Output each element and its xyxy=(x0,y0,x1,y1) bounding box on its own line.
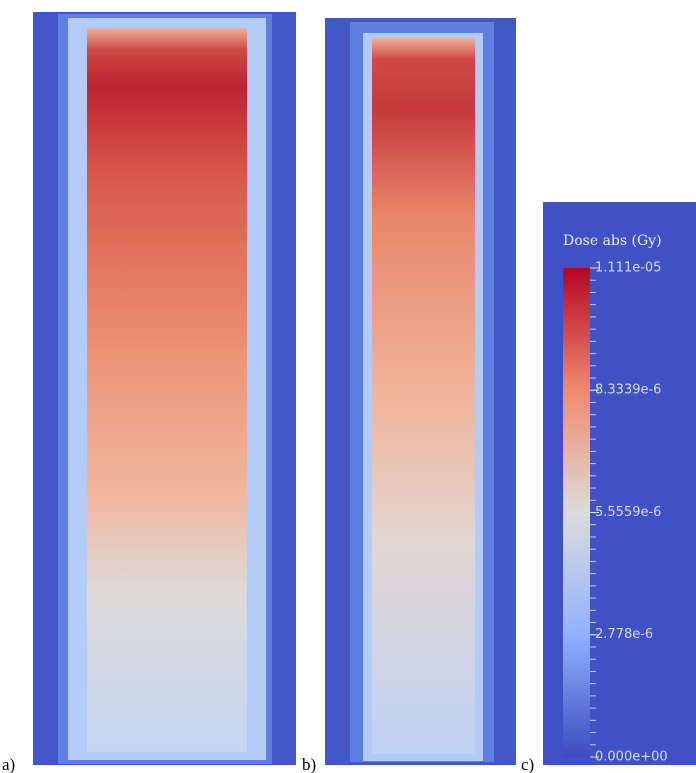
tick-label: 2.778e-6 xyxy=(595,627,653,642)
tick-label: 5.5559e-6 xyxy=(595,505,661,520)
tick-label: 1.111e-05 xyxy=(595,261,661,276)
tick-label: 0.000e+00 xyxy=(595,750,668,765)
colorbar-title: Dose abs (Gy) xyxy=(563,233,662,249)
colorbar xyxy=(563,268,590,757)
panel-a xyxy=(33,12,296,765)
panel-label: a) xyxy=(2,755,15,773)
panel-label: c) xyxy=(521,755,534,773)
panel-b xyxy=(325,18,516,765)
tick-label: 8.3339e-6 xyxy=(595,383,661,398)
panel-label: b) xyxy=(302,755,316,773)
panel-c: Dose abs (Gy) xyxy=(543,202,696,765)
